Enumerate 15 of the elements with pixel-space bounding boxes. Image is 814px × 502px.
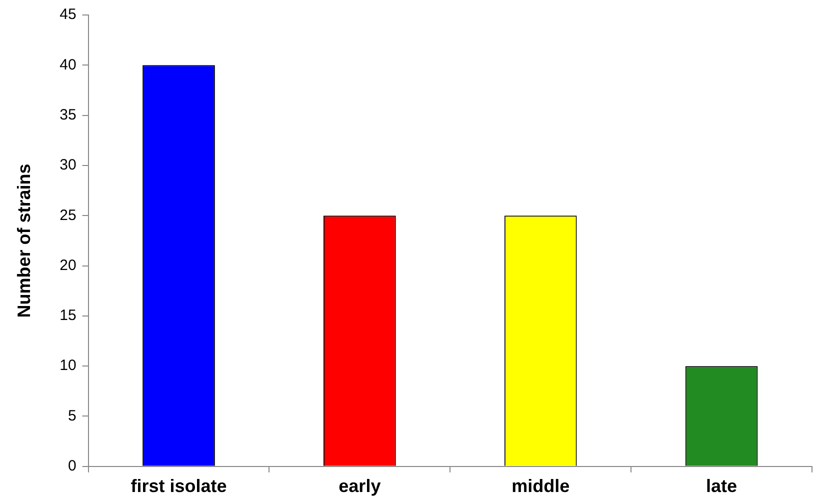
- x-tick-label: first isolate: [130, 476, 227, 496]
- x-tick-label: middle: [512, 476, 570, 496]
- y-tick-label: 25: [60, 206, 76, 224]
- y-tick-label: 40: [60, 56, 76, 74]
- x-tick-label: late: [706, 476, 738, 496]
- y-tick-label: 10: [60, 357, 76, 374]
- y-tick-label: 45: [60, 6, 76, 24]
- x-tick-label: early: [338, 476, 381, 496]
- y-tick-label: 35: [60, 106, 76, 124]
- y-tick-label: 0: [68, 458, 76, 475]
- y-tick-label: 20: [60, 256, 76, 274]
- y-tick-label: 30: [60, 156, 76, 174]
- y-tick-label: 5: [68, 407, 76, 424]
- y-tick-label: 15: [60, 307, 76, 324]
- y-axis-title: Number of strains: [14, 164, 34, 318]
